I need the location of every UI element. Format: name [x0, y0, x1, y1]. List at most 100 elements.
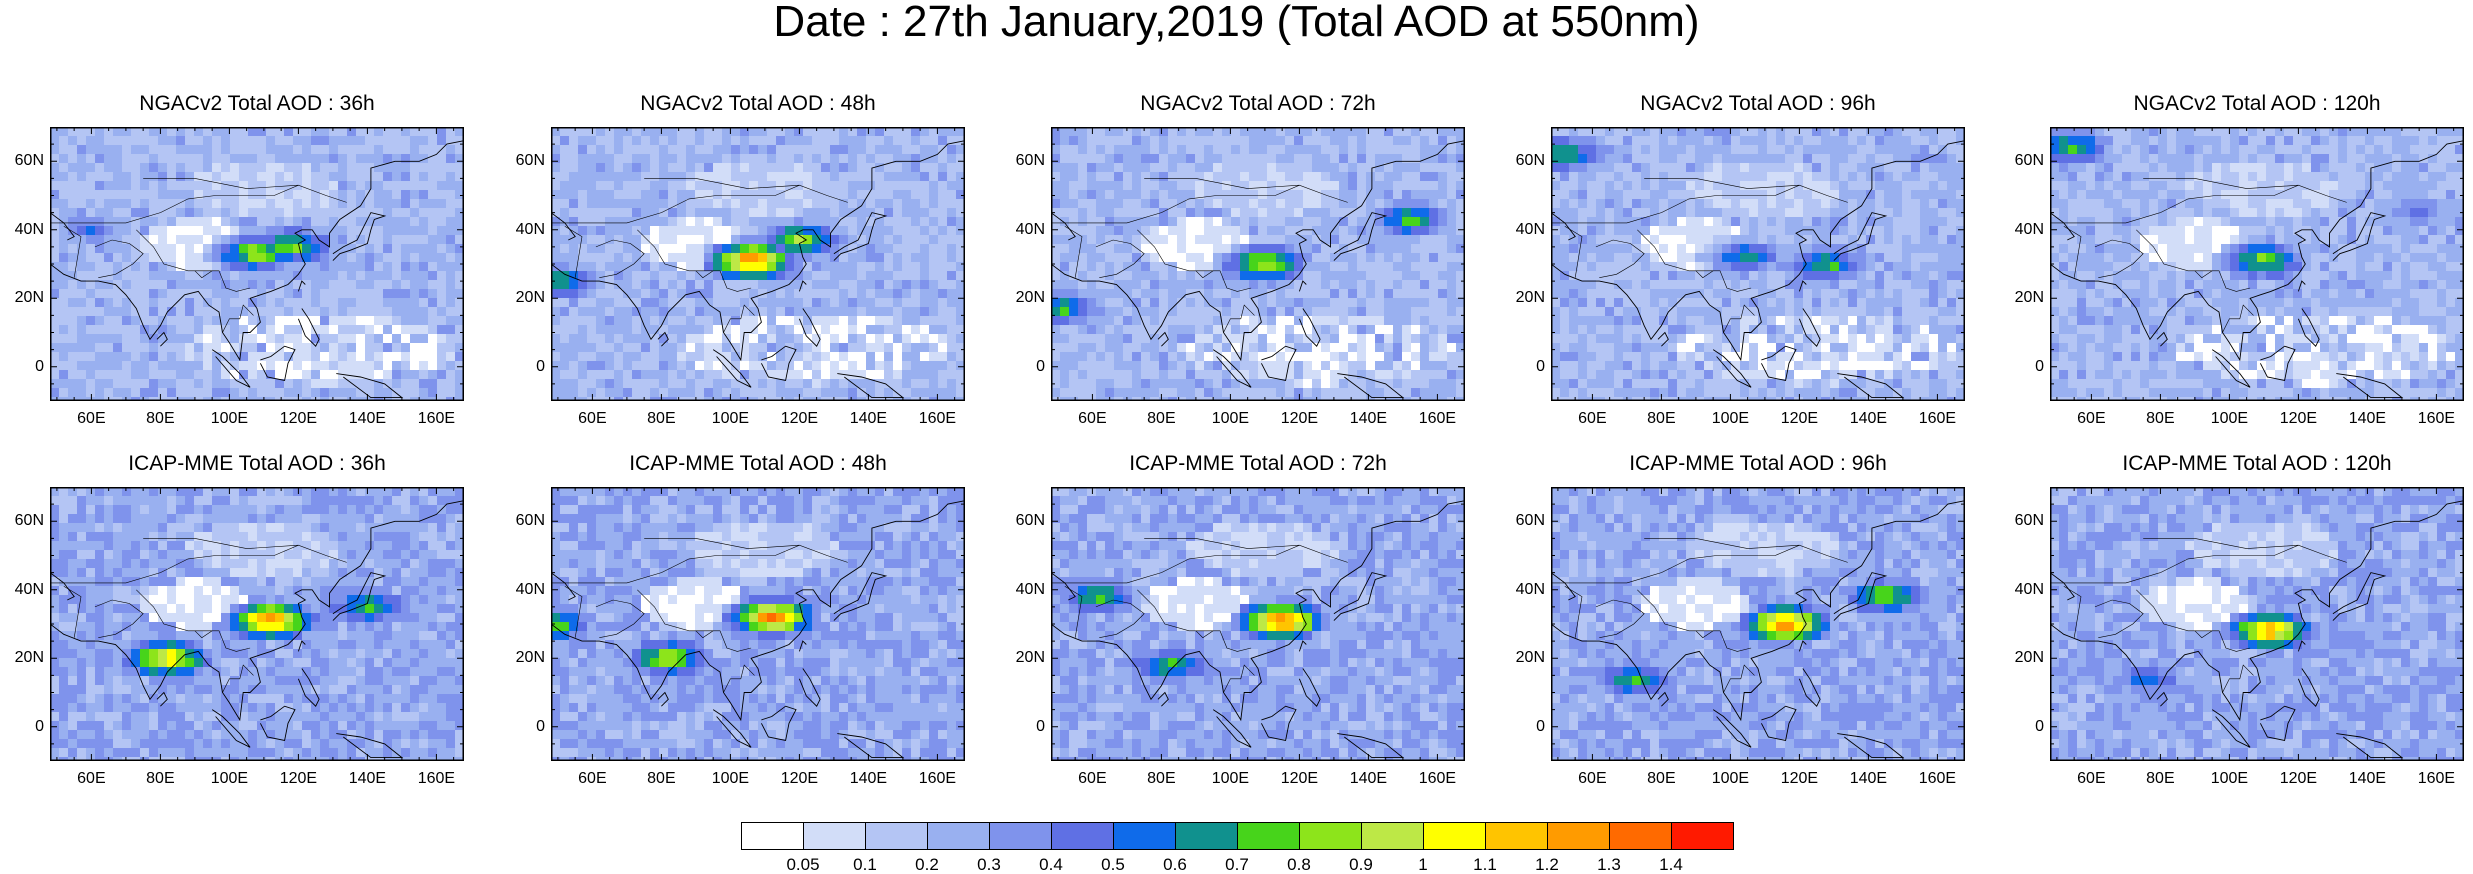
- aod-field: [2050, 127, 2464, 401]
- colorbar-label: 0.05: [786, 855, 820, 874]
- lon-tick-label: 100E: [711, 770, 750, 787]
- colorbar-swatch: [927, 822, 990, 850]
- colorbar-swatch: [1361, 822, 1424, 850]
- lon-tick-label: 120E: [1780, 410, 1819, 427]
- lat-tick-label: 0: [1536, 357, 1545, 375]
- lon-tick-label: 100E: [711, 410, 750, 427]
- coastlines: [1051, 487, 1465, 759]
- panel-title: ICAP-MME Total AOD : 36h: [128, 452, 386, 475]
- colorbar-label: 0.9: [1349, 855, 1373, 874]
- lon-tick-label: 160E: [417, 770, 456, 787]
- lat-tick-label: 60N: [515, 152, 545, 170]
- coastlines: [2050, 487, 2464, 759]
- colorbar-swatch: [1609, 822, 1672, 850]
- country-borders: [551, 538, 848, 693]
- lat-tick-label: 60N: [14, 152, 44, 170]
- lat-tick-label: 0: [536, 357, 545, 375]
- lat-tick-label: 40N: [2014, 220, 2044, 238]
- lon-tick-label: 80E: [1147, 770, 1176, 787]
- colorbar-swatch: [1175, 822, 1238, 850]
- lon-tick-label: 60E: [1078, 410, 1107, 427]
- aod-map: [551, 127, 965, 401]
- lat-tick-label: 0: [2035, 717, 2044, 735]
- lon-tick-label: 60E: [77, 410, 106, 427]
- colorbar-label: 1: [1418, 855, 1428, 874]
- lon-tick-label: 160E: [2417, 770, 2456, 787]
- panel-title: ICAP-MME Total AOD : 96h: [1629, 452, 1887, 475]
- lon-tick-label: 160E: [1418, 770, 1457, 787]
- colorbar-swatch: [1237, 822, 1300, 850]
- coastlines: [551, 487, 965, 759]
- lat-tick-label: 60N: [14, 512, 44, 530]
- colorbar-label: 0.8: [1287, 855, 1311, 874]
- lon-tick-label: 100E: [1711, 410, 1750, 427]
- lon-tick-label: 160E: [1918, 410, 1957, 427]
- lat-tick-label: 20N: [1015, 289, 1045, 307]
- country-borders: [2050, 538, 2347, 693]
- colorbar-swatch: [1671, 822, 1734, 850]
- country-borders: [551, 178, 848, 333]
- panel-title: ICAP-MME Total AOD : 48h: [629, 452, 887, 475]
- panel-title: NGACv2 Total AOD : 120h: [2133, 92, 2381, 115]
- lon-tick-label: 160E: [1418, 410, 1457, 427]
- lon-tick-label: 80E: [146, 770, 175, 787]
- colorbar-label: 0.5: [1101, 855, 1125, 874]
- lat-tick-label: 40N: [2014, 580, 2044, 598]
- lon-tick-label: 100E: [210, 410, 249, 427]
- lat-tick-label: 40N: [515, 220, 545, 238]
- colorbar-swatch: [1299, 822, 1362, 850]
- aod-map: [1551, 127, 1965, 401]
- lon-tick-label: 140E: [1349, 770, 1388, 787]
- aod-map: [551, 487, 965, 761]
- aod-field: [50, 487, 464, 761]
- colorbar-label: 0.1: [853, 855, 877, 874]
- lat-tick-label: 40N: [1015, 220, 1045, 238]
- country-borders: [1051, 538, 1348, 693]
- page-title: Date : 27th January,2019 (Total AOD at 5…: [773, 0, 1700, 46]
- lon-tick-label: 80E: [1647, 410, 1676, 427]
- lon-tick-label: 140E: [1349, 410, 1388, 427]
- lon-tick-label: 140E: [849, 770, 888, 787]
- country-borders: [2050, 178, 2347, 333]
- aod-map: [2050, 487, 2464, 761]
- lat-tick-label: 40N: [1515, 580, 1545, 598]
- lat-tick-label: 60N: [2014, 152, 2044, 170]
- panel-title: ICAP-MME Total AOD : 72h: [1129, 452, 1387, 475]
- lon-tick-label: 80E: [647, 410, 676, 427]
- lat-tick-label: 20N: [515, 289, 545, 307]
- lat-tick-label: 60N: [1515, 512, 1545, 530]
- lat-tick-label: 0: [536, 717, 545, 735]
- lon-tick-label: 140E: [348, 410, 387, 427]
- lon-tick-label: 100E: [1211, 410, 1250, 427]
- lat-tick-label: 0: [1036, 717, 1045, 735]
- panel-title: NGACv2 Total AOD : 96h: [1640, 92, 1876, 115]
- aod-map: [1551, 487, 1965, 761]
- lon-tick-label: 140E: [348, 770, 387, 787]
- lon-tick-label: 60E: [1578, 410, 1607, 427]
- lat-tick-label: 0: [2035, 357, 2044, 375]
- lon-tick-label: 100E: [210, 770, 249, 787]
- lon-tick-label: 80E: [1647, 770, 1676, 787]
- lon-tick-label: 100E: [1211, 770, 1250, 787]
- lon-tick-label: 120E: [279, 770, 318, 787]
- colorbar-label: 0.7: [1225, 855, 1249, 874]
- lon-tick-label: 120E: [780, 770, 819, 787]
- lon-tick-label: 60E: [578, 770, 607, 787]
- aod-colorbar: [741, 822, 1734, 852]
- lon-tick-label: 120E: [1780, 770, 1819, 787]
- colorbar-swatch: [1113, 822, 1176, 850]
- colorbar-swatch: [803, 822, 866, 850]
- coastlines: [50, 487, 464, 759]
- lon-tick-label: 60E: [578, 410, 607, 427]
- coastlines: [1551, 127, 1965, 399]
- colorbar-swatch: [1485, 822, 1548, 850]
- lat-tick-label: 0: [35, 717, 44, 735]
- lat-tick-label: 20N: [1015, 649, 1045, 667]
- lon-tick-label: 140E: [1849, 410, 1888, 427]
- lon-tick-label: 140E: [849, 410, 888, 427]
- aod-map: [2050, 127, 2464, 401]
- lat-tick-label: 40N: [1015, 580, 1045, 598]
- aod-map: [50, 127, 464, 401]
- colorbar-swatch: [1547, 822, 1610, 850]
- lon-tick-label: 80E: [1147, 410, 1176, 427]
